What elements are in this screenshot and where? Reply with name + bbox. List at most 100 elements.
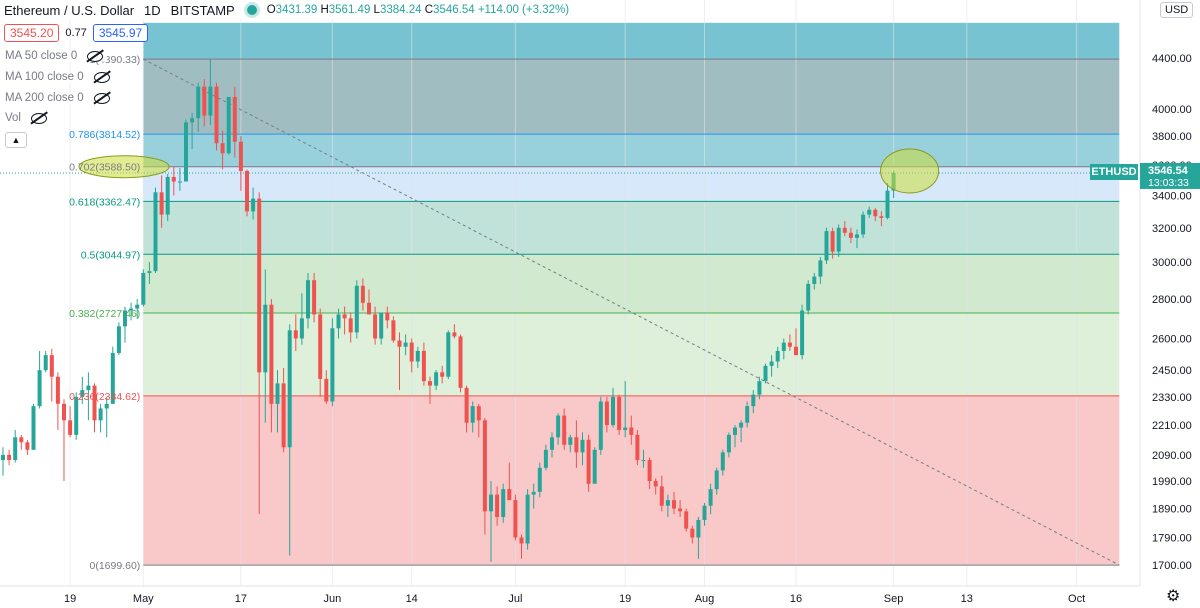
eye-hidden-icon[interactable] (93, 71, 110, 83)
candle (775, 346, 780, 368)
candle (611, 387, 615, 428)
candle (153, 187, 158, 273)
candle-body (690, 528, 695, 538)
indicator-ma50[interactable]: MA 50 close 0 (5, 50, 108, 62)
candle-body (62, 403, 66, 421)
price-tick-label: 3400.00 (1152, 190, 1192, 202)
candle (324, 370, 329, 404)
open-value: 3431.39 (275, 4, 318, 16)
candle (604, 396, 609, 433)
candle (367, 289, 371, 315)
candle-body (281, 383, 286, 448)
last-price-tag (1140, 162, 1200, 189)
candle-body (824, 231, 829, 261)
candle (98, 403, 103, 433)
low-label: L (373, 4, 380, 16)
candle-body (452, 332, 457, 337)
candle-body (867, 209, 872, 215)
candle (794, 328, 798, 356)
price-tick-label: 1700.00 (1152, 560, 1192, 572)
candle (781, 338, 786, 360)
price-tick-label: 2450.00 (1152, 365, 1192, 377)
eye-hidden-icon[interactable] (87, 50, 104, 62)
candle-body (598, 401, 603, 450)
fib-zone (143, 254, 1120, 313)
time-tick-label: Sep (884, 593, 904, 605)
eye-hidden-icon[interactable] (93, 92, 110, 104)
candle (208, 59, 213, 126)
price-tick-label: 2210.00 (1152, 420, 1192, 432)
candle-body (775, 350, 780, 362)
candle-body (550, 437, 554, 450)
candle (739, 420, 744, 443)
indicator-volume[interactable]: Vol (5, 112, 51, 124)
candle-body (537, 467, 542, 492)
sell-button[interactable]: 3545.20 (4, 24, 60, 42)
candle-body (458, 336, 463, 388)
candle (672, 491, 676, 515)
candle-body (812, 276, 817, 284)
candle-body (519, 537, 524, 544)
eye-hidden-icon[interactable] (31, 112, 47, 124)
candle (543, 444, 548, 471)
candle-body (409, 342, 414, 362)
candle (458, 334, 463, 393)
candle-body (232, 96, 237, 142)
candle (690, 525, 695, 544)
candle-body (226, 96, 231, 154)
candle-body (269, 304, 274, 404)
candle-body (177, 181, 182, 183)
candle (342, 306, 347, 335)
candle-body (74, 396, 79, 435)
candle (763, 363, 768, 384)
candle-body (836, 227, 841, 252)
candle (787, 334, 792, 351)
candle (812, 272, 817, 290)
currency-selector[interactable]: USD (1160, 2, 1194, 18)
candle (617, 394, 622, 435)
candle-body (684, 511, 689, 529)
candle (299, 293, 304, 345)
candle-body (434, 372, 439, 386)
indicator-ma200[interactable]: MA 200 close 0 (5, 92, 114, 104)
price-tick-label: 2800.00 (1152, 294, 1192, 306)
candle-body (769, 361, 774, 366)
gear-icon[interactable]: ⚙ (1166, 588, 1181, 605)
candle (214, 82, 219, 151)
fib-level-label: 1(4390.33) (90, 54, 141, 66)
candle-body (306, 280, 310, 319)
time-tick-label: 19 (619, 593, 631, 605)
price-tick-label: 2330.00 (1152, 392, 1192, 404)
candle-body (873, 209, 878, 217)
indicator-label: MA 100 close 0 (5, 71, 84, 83)
candle (281, 367, 286, 453)
candle-body (116, 326, 121, 354)
symbol-legend[interactable]: Ethereum / U.S. Dollar 1D BITSTAMP O3431… (0, 0, 570, 20)
candle-body (531, 491, 536, 495)
candle (824, 227, 829, 264)
chevron-up-icon[interactable]: ▲ (5, 132, 27, 148)
fib-zone (143, 22, 1120, 60)
indicator-ma100[interactable]: MA 100 close 0 (5, 71, 114, 83)
interval-label[interactable]: 1D (144, 2, 161, 18)
fib-zone (143, 59, 1120, 135)
candle (830, 227, 835, 259)
candle (251, 187, 256, 220)
time-tick-label: 19 (64, 593, 76, 605)
candle (531, 483, 536, 509)
candle-body (501, 489, 506, 518)
candle-body (513, 500, 518, 538)
price-axis (1140, 0, 1200, 608)
candle (403, 334, 408, 356)
candle-body (196, 86, 201, 119)
candle-body (251, 198, 256, 212)
candle-body (665, 500, 670, 506)
candle-body (446, 332, 451, 377)
candle-body (629, 427, 634, 435)
candle-body (885, 190, 890, 218)
symbol-name[interactable]: Ethereum / U.S. Dollar (4, 2, 135, 18)
buy-button[interactable]: 3545.97 (92, 24, 149, 42)
candle (696, 517, 701, 559)
high-value: 3561.49 (328, 4, 371, 16)
